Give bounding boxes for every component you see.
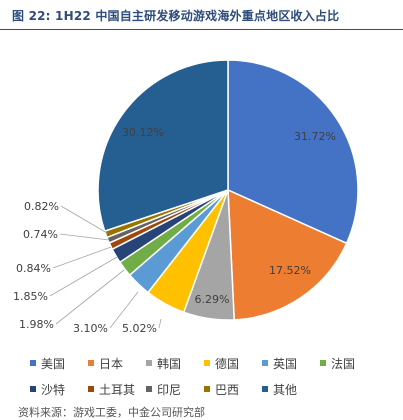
leader-line-9 <box>59 233 110 241</box>
legend-label: 巴西 <box>215 382 240 397</box>
data-label-3: 6.29% <box>195 293 230 306</box>
pie-slice-2 <box>227 188 348 321</box>
legend-label: 英国 <box>273 356 298 371</box>
data-label-9: 0.74% <box>23 228 58 241</box>
data-label-6: 1.98% <box>19 318 54 331</box>
data-label-1: 31.72% <box>294 130 336 143</box>
leader-line-6 <box>55 269 125 325</box>
legend-item-11: 其他 <box>262 381 320 398</box>
legend-swatch <box>88 386 94 392</box>
leader-line-5 <box>109 291 139 329</box>
legend-label: 沙特 <box>41 382 66 397</box>
figure-title-bar: 图 22: 1H22 中国自主研发移动游戏海外重点地区收入占比 <box>0 0 403 30</box>
data-label-10: 0.82% <box>24 200 59 213</box>
data-label-8: 0.84% <box>16 262 51 275</box>
legend-swatch <box>262 386 268 392</box>
data-label-2: 17.52% <box>269 264 311 277</box>
legend-swatch <box>146 360 152 366</box>
legend-label: 印尼 <box>157 382 182 397</box>
legend-label: 德国 <box>215 356 240 371</box>
pie-chart: 31.72% 17.52% 6.29% 5.02% 3.10% 1.98% 1.85% 0.8… <box>13 59 359 335</box>
legend-swatch <box>30 360 36 366</box>
legend-label: 韩国 <box>157 356 182 371</box>
legend-item-3: 韩国 <box>146 355 204 372</box>
leader-line-7 <box>49 256 118 297</box>
legend-label: 其他 <box>273 382 298 397</box>
legend-label: 日本 <box>99 356 124 371</box>
data-label-4: 5.02% <box>122 322 157 335</box>
legend-item-8: 土耳其 <box>88 381 146 398</box>
legend-item-2: 日本 <box>88 355 146 372</box>
legend-label: 美国 <box>41 356 66 371</box>
legend-swatch <box>146 386 152 392</box>
leader-line-10 <box>60 205 108 234</box>
legend-swatch <box>88 360 94 366</box>
data-label-7: 1.85% <box>13 290 48 303</box>
leader-line-8 <box>52 246 112 269</box>
data-label-11: 30.12% <box>122 126 164 139</box>
legend-item-7: 沙特 <box>30 381 88 398</box>
legend-row-2: 沙特 土耳其 印尼 巴西 其他 <box>30 376 400 402</box>
legend-item-1: 美国 <box>30 355 88 372</box>
legend-item-6: 法国 <box>320 355 378 372</box>
legend-item-9: 印尼 <box>146 381 204 398</box>
data-label-5: 3.10% <box>73 322 108 335</box>
legend-label: 土耳其 <box>99 382 136 397</box>
figure-title: 图 22: 1H22 中国自主研发移动游戏海外重点地区收入占比 <box>12 9 340 23</box>
legend-item-10: 巴西 <box>204 381 262 398</box>
legend-row-1: 美国 日本 韩国 德国 英国 法国 <box>30 350 400 376</box>
legend-swatch <box>262 360 268 366</box>
legend-swatch <box>204 386 210 392</box>
leader-line-4 <box>158 318 162 329</box>
legend-swatch <box>320 360 326 366</box>
pie-slice-1 <box>227 59 359 245</box>
chart-legend: 美国 日本 韩国 德国 英国 法国沙特 土耳其 印尼 巴西 其他 <box>30 350 400 402</box>
source-note: 资料来源：游戏工委，中金公司研究部 <box>18 406 205 419</box>
legend-swatch <box>30 386 36 392</box>
legend-label: 法国 <box>331 356 356 371</box>
legend-item-4: 德国 <box>204 355 262 372</box>
legend-item-5: 英国 <box>262 355 320 372</box>
legend-swatch <box>204 360 210 366</box>
pie-slice-11 <box>97 59 229 233</box>
